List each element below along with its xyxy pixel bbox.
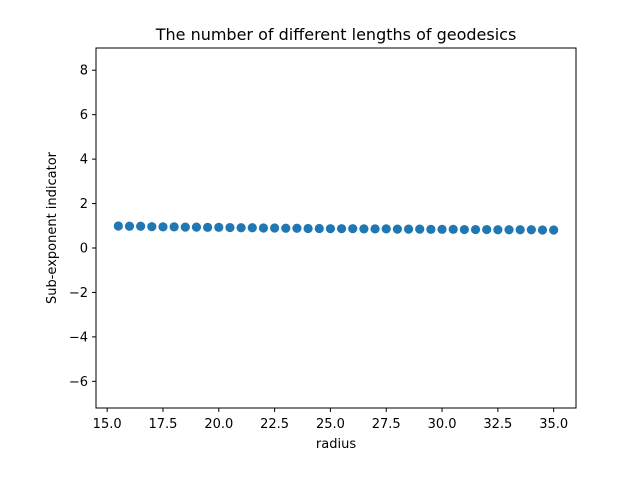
x-axis-label: radius	[316, 437, 356, 452]
x-tick-label: 25.0	[316, 417, 345, 432]
data-point	[448, 224, 458, 234]
data-point	[415, 224, 425, 234]
data-point	[359, 224, 369, 234]
x-tick-label: 15.0	[93, 417, 122, 432]
data-point	[348, 224, 358, 234]
y-tick-label: 4	[80, 153, 88, 168]
data-point	[136, 221, 146, 231]
data-point	[336, 224, 347, 234]
data-point	[147, 222, 157, 232]
chart-title: The number of different lengths of geode…	[155, 25, 517, 44]
data-points	[113, 221, 559, 235]
data-point	[191, 222, 202, 232]
y-tick-label: −4	[69, 330, 88, 345]
x-tick-label: 17.5	[149, 417, 178, 432]
data-point	[482, 224, 492, 235]
data-point	[549, 225, 559, 235]
data-point	[214, 222, 224, 232]
y-axis-label: Sub-exponent indicator	[45, 151, 60, 304]
x-tick-label: 22.5	[260, 417, 289, 432]
data-point	[180, 222, 190, 232]
data-point	[281, 223, 291, 233]
data-point	[493, 225, 503, 235]
data-point	[158, 222, 168, 232]
y-tick-label: 8	[80, 64, 88, 79]
data-point	[124, 221, 135, 231]
data-point	[314, 223, 324, 234]
data-point	[303, 223, 313, 234]
data-point	[325, 224, 336, 234]
data-point	[537, 225, 548, 235]
data-point	[113, 221, 123, 231]
data-point	[270, 223, 280, 233]
x-tick-label: 30.0	[428, 417, 457, 432]
x-tick-label: 27.5	[372, 417, 401, 432]
y-tick-label: −2	[69, 286, 88, 301]
data-point	[236, 223, 246, 233]
data-point	[203, 222, 213, 232]
x-tick-label: 20.0	[204, 417, 233, 432]
data-point	[247, 223, 257, 233]
data-point	[437, 224, 447, 234]
data-point	[392, 224, 402, 234]
x-tick-label: 32.5	[483, 417, 512, 432]
data-point	[225, 222, 235, 233]
data-point	[504, 225, 514, 235]
y-tick-label: 2	[80, 197, 88, 212]
data-point	[459, 224, 469, 235]
plot-frame	[95, 47, 577, 409]
data-point	[515, 225, 525, 235]
data-point	[526, 225, 536, 235]
data-point	[403, 224, 414, 234]
data-point	[470, 224, 481, 235]
data-point	[370, 224, 380, 234]
data-point	[381, 224, 391, 234]
data-point	[292, 223, 302, 233]
y-tick-label: −6	[69, 375, 88, 390]
y-tick-label: 0	[80, 242, 88, 257]
x-tick-label: 35.0	[539, 417, 568, 432]
x-axis-ticks: 15.0 17.5 20.0 22.5 25.0 27.5 30.0 32.5 35.0	[93, 408, 568, 432]
data-point	[426, 224, 436, 234]
y-axis-ticks: −6 −4 −2 0 2 4 6 8	[69, 64, 96, 390]
y-tick-label: 6	[80, 108, 88, 123]
data-point	[258, 223, 269, 233]
data-point	[169, 222, 179, 232]
